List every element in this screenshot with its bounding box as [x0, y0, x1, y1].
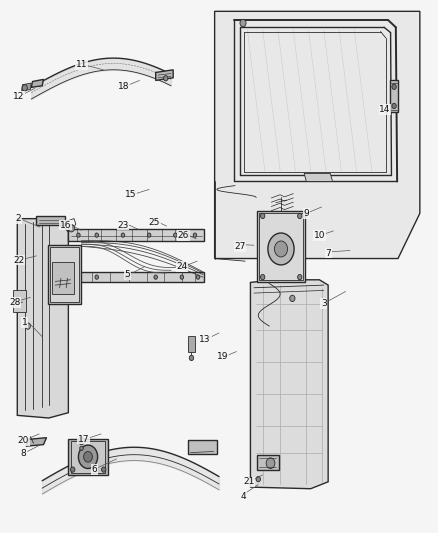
Circle shape: [77, 233, 80, 237]
Circle shape: [68, 224, 74, 232]
Text: 20: 20: [18, 437, 29, 446]
Text: 3: 3: [321, 299, 327, 308]
Circle shape: [173, 233, 177, 237]
Circle shape: [121, 233, 125, 237]
Polygon shape: [36, 216, 65, 225]
Polygon shape: [31, 79, 43, 87]
Text: 22: 22: [14, 256, 25, 264]
Text: 23: 23: [117, 221, 129, 230]
Circle shape: [78, 445, 98, 469]
Text: 1: 1: [22, 318, 28, 327]
Text: 2: 2: [15, 214, 21, 223]
Text: 26: 26: [177, 231, 189, 240]
Bar: [258, 211, 304, 282]
Circle shape: [22, 85, 27, 91]
Text: 19: 19: [217, 352, 228, 361]
Text: 4: 4: [240, 491, 246, 500]
Circle shape: [95, 275, 99, 279]
Text: 6: 6: [92, 465, 97, 474]
Text: 24: 24: [176, 262, 187, 271]
Circle shape: [180, 275, 184, 279]
Circle shape: [84, 451, 92, 462]
Circle shape: [392, 84, 396, 90]
Text: 11: 11: [76, 60, 87, 69]
Bar: [48, 245, 81, 304]
Polygon shape: [21, 83, 31, 91]
Text: 12: 12: [12, 92, 24, 101]
Circle shape: [80, 446, 83, 450]
Text: 9: 9: [304, 209, 309, 218]
Circle shape: [268, 233, 294, 265]
Circle shape: [25, 323, 30, 329]
Text: 18: 18: [118, 82, 130, 91]
Circle shape: [266, 458, 275, 469]
Circle shape: [154, 275, 157, 279]
Circle shape: [196, 275, 200, 279]
Text: 27: 27: [234, 242, 246, 251]
Circle shape: [193, 233, 197, 237]
Polygon shape: [155, 70, 173, 80]
Bar: [52, 262, 74, 294]
Circle shape: [275, 241, 288, 257]
Circle shape: [261, 274, 265, 280]
Text: 5: 5: [124, 270, 130, 279]
Bar: [258, 455, 279, 470]
Text: 25: 25: [148, 219, 160, 228]
Text: 10: 10: [314, 231, 325, 240]
Circle shape: [240, 19, 246, 27]
Text: 13: 13: [199, 335, 211, 344]
Bar: [68, 229, 204, 241]
Circle shape: [78, 437, 85, 445]
Circle shape: [77, 275, 80, 279]
Text: 16: 16: [60, 221, 71, 230]
Circle shape: [71, 467, 75, 472]
Text: 8: 8: [21, 449, 26, 458]
Bar: [71, 441, 106, 473]
Text: 7: 7: [325, 249, 331, 258]
Circle shape: [290, 295, 295, 302]
Polygon shape: [26, 438, 46, 446]
Bar: [187, 336, 195, 352]
Circle shape: [163, 76, 168, 81]
Circle shape: [297, 213, 302, 219]
Circle shape: [95, 233, 99, 237]
Text: 15: 15: [125, 190, 137, 199]
Polygon shape: [17, 219, 68, 418]
Circle shape: [148, 233, 151, 237]
Circle shape: [256, 477, 261, 482]
Circle shape: [189, 356, 194, 361]
Circle shape: [102, 467, 106, 472]
Text: 17: 17: [78, 435, 89, 444]
Circle shape: [297, 274, 302, 280]
Circle shape: [126, 275, 129, 279]
Text: 14: 14: [379, 105, 391, 114]
Circle shape: [261, 213, 265, 219]
Polygon shape: [304, 173, 332, 181]
Circle shape: [392, 103, 396, 109]
Polygon shape: [251, 280, 328, 489]
Bar: [13, 290, 26, 312]
Bar: [188, 440, 217, 454]
Bar: [49, 247, 79, 302]
Bar: [68, 439, 108, 475]
Polygon shape: [215, 11, 420, 259]
Text: 21: 21: [243, 478, 254, 486]
Polygon shape: [390, 80, 398, 112]
Text: 28: 28: [9, 298, 20, 307]
Bar: [68, 272, 204, 282]
Bar: [259, 213, 303, 280]
